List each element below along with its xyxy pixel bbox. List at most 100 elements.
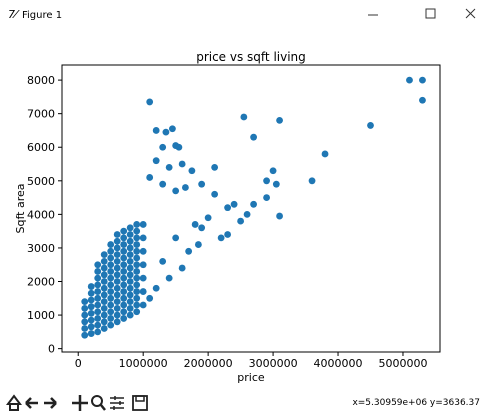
- scatter-point: [250, 133, 257, 141]
- scatter-point: [224, 231, 232, 238]
- scatter-point: [152, 127, 160, 134]
- scatter-point: [211, 163, 219, 171]
- scatter-point: [100, 311, 108, 319]
- scatter-point: [113, 264, 121, 272]
- scatter-point: [120, 241, 128, 248]
- scatter-point: [139, 301, 147, 309]
- scatter-point: [113, 284, 121, 292]
- scatter-point: [126, 231, 134, 238]
- scatter-point: [126, 284, 134, 292]
- scatter-point: [139, 261, 147, 269]
- scatter-point: [120, 315, 128, 322]
- scatter-point: [133, 261, 141, 269]
- scatter-point: [126, 278, 134, 285]
- scatter-point: [120, 254, 128, 262]
- scatter-point: [272, 180, 280, 188]
- scatter-point: [162, 128, 170, 136]
- scatter-point: [276, 212, 283, 220]
- scatter-point: [87, 330, 95, 337]
- scatter-point: [188, 167, 196, 175]
- scatter-point: [120, 234, 128, 242]
- close-button[interactable]: [465, 8, 476, 19]
- scatter-point: [230, 200, 238, 208]
- scatter-point: [113, 304, 121, 312]
- status-text: x=5.30959e+06 y=3636.37: [352, 398, 480, 408]
- forward-button[interactable]: [44, 397, 57, 409]
- scatter-point: [87, 289, 95, 297]
- scatter-point: [107, 308, 115, 316]
- scatter-point: [113, 271, 121, 279]
- scatter-point: [178, 264, 186, 272]
- scatter-point: [169, 125, 176, 133]
- scatter-point: [133, 241, 141, 248]
- scatter-point: [100, 291, 108, 299]
- pan-button[interactable]: [72, 395, 88, 411]
- chart-title: price vs sqft living: [196, 50, 306, 64]
- scatter-point: [198, 180, 206, 188]
- scatter-point: [94, 315, 102, 322]
- scatter-point: [178, 160, 186, 168]
- scatter-point: [120, 227, 128, 235]
- scatter-point: [159, 143, 167, 151]
- scatter-point: [120, 281, 128, 289]
- scatter-point: [133, 234, 141, 242]
- scatter-point: [120, 294, 128, 302]
- scatter-point: [243, 210, 251, 218]
- scatter-point: [113, 278, 121, 285]
- scatter-point: [94, 294, 102, 302]
- scatter-point: [100, 318, 108, 326]
- scatter-point: [87, 309, 95, 317]
- scatter-point: [87, 323, 95, 331]
- scatter-point: [120, 308, 128, 316]
- scatter-point: [100, 264, 108, 272]
- scatter-point: [126, 271, 134, 279]
- scatter-point: [146, 174, 154, 181]
- scatter-point: [133, 221, 141, 228]
- scatter-point: [113, 298, 121, 306]
- scatter-point: [133, 274, 141, 282]
- scatter-point: [126, 304, 134, 312]
- scatter-point: [81, 318, 89, 326]
- scatter-point: [107, 288, 115, 295]
- scatter-point: [146, 294, 154, 302]
- scatter-point: [263, 194, 270, 201]
- home-button[interactable]: [6, 394, 22, 411]
- scatter-point: [107, 301, 115, 309]
- y-tick-label: 6000: [27, 141, 55, 154]
- scatter-point: [263, 177, 270, 185]
- scatter-point: [139, 274, 147, 282]
- scatter-point: [94, 288, 102, 295]
- scatter-point: [94, 281, 102, 289]
- y-axis-label: Sqft area: [14, 184, 27, 234]
- maximize-button[interactable]: [425, 8, 436, 19]
- toolbar: [6, 394, 148, 411]
- scatter-point: [113, 237, 121, 245]
- scatter-point: [120, 301, 128, 309]
- scatter-point: [172, 187, 180, 195]
- scatter-point: [100, 251, 108, 259]
- scatter-point: [81, 311, 89, 319]
- scatter-point: [94, 308, 102, 316]
- scatter-point: [100, 284, 108, 292]
- scatter-point: [120, 247, 128, 255]
- scatter-point: [175, 143, 183, 151]
- scatter-point: [367, 122, 374, 129]
- scatter-point: [126, 257, 134, 265]
- scatter-point: [159, 257, 167, 265]
- scatter-point: [107, 321, 115, 329]
- scatter-point: [159, 180, 167, 188]
- y-tick-label: 1000: [27, 309, 55, 322]
- scatter-point: [126, 291, 134, 299]
- scatter-point: [204, 214, 212, 222]
- x-tick-label: 1000000: [119, 357, 168, 370]
- x-axis-label: price: [237, 371, 265, 384]
- scatter-point: [126, 311, 134, 319]
- scatter-point: [107, 254, 115, 262]
- scatter-point: [308, 177, 316, 185]
- zoom-button[interactable]: [91, 395, 103, 407]
- scatter-point: [120, 261, 128, 269]
- configure-button[interactable]: [110, 396, 124, 410]
- back-button[interactable]: [25, 397, 38, 409]
